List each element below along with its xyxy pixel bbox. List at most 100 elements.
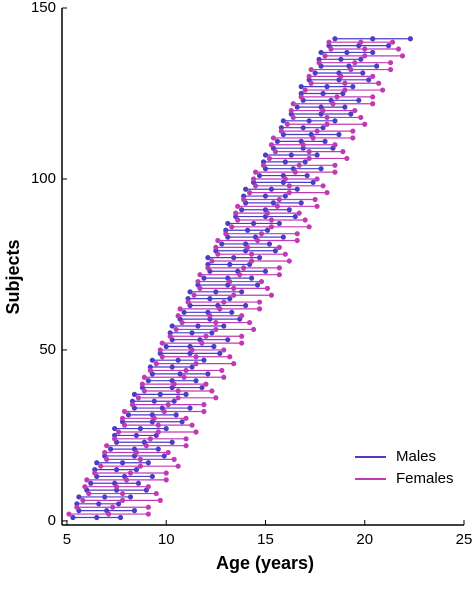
- visit-point: [153, 490, 159, 497]
- visit-point: [258, 231, 265, 237]
- visit-point: [221, 299, 227, 305]
- visit-point: [330, 101, 336, 107]
- visit-point: [197, 272, 203, 278]
- visit-point: [250, 326, 257, 333]
- visit-point: [115, 429, 122, 435]
- visit-point: [342, 104, 348, 110]
- visit-point: [153, 361, 159, 367]
- visit-point: [205, 371, 211, 377]
- visit-point: [262, 152, 269, 158]
- visit-point: [213, 244, 219, 250]
- visit-point: [300, 125, 306, 131]
- visit-point: [310, 135, 316, 141]
- visit-point: [320, 107, 326, 114]
- visit-point: [80, 497, 86, 503]
- visit-point: [306, 73, 312, 79]
- visit-point: [387, 60, 394, 66]
- visit-point: [66, 511, 72, 517]
- visit-point: [133, 432, 140, 439]
- visit-point: [209, 330, 215, 336]
- visit-point: [193, 361, 199, 367]
- visit-point: [294, 237, 300, 244]
- visit-point: [157, 497, 163, 503]
- visit-point: [407, 36, 413, 42]
- visit-point: [300, 142, 306, 148]
- visit-point: [256, 299, 263, 305]
- visit-point: [286, 207, 292, 213]
- visit-point: [139, 381, 145, 387]
- visit-point: [215, 237, 221, 244]
- visit-point: [119, 415, 126, 421]
- visit-point: [332, 142, 338, 148]
- visit-point: [86, 490, 92, 497]
- visit-point: [110, 504, 116, 510]
- visit-point: [115, 501, 122, 507]
- visit-point: [302, 159, 308, 165]
- visit-point: [350, 84, 356, 90]
- visit-point: [254, 282, 261, 288]
- visit-point: [189, 422, 195, 428]
- visit-point: [123, 477, 130, 483]
- visit-point: [137, 425, 144, 432]
- legend-label: Males: [396, 448, 436, 465]
- visit-point: [213, 326, 219, 333]
- visit-point: [163, 425, 169, 432]
- visit-point: [338, 73, 344, 79]
- visit-point: [219, 241, 225, 247]
- visit-point: [183, 415, 189, 421]
- visit-point: [266, 241, 273, 247]
- visit-point: [385, 43, 392, 49]
- visit-point: [175, 357, 181, 363]
- visit-point: [350, 135, 356, 141]
- visit-point: [193, 354, 199, 360]
- visit-point: [199, 340, 205, 346]
- visit-point: [237, 272, 243, 278]
- visit-point: [171, 381, 177, 387]
- visit-point: [239, 340, 245, 346]
- visit-point: [149, 357, 155, 363]
- visit-point: [117, 514, 124, 521]
- visit-point: [145, 484, 151, 490]
- visit-point: [231, 285, 237, 291]
- visit-point: [342, 87, 348, 93]
- visit-point: [286, 258, 292, 264]
- visit-point: [243, 186, 249, 192]
- visit-point: [169, 364, 175, 370]
- visit-point: [318, 166, 324, 172]
- visit-point: [102, 449, 108, 456]
- visit-point: [125, 412, 132, 418]
- visit-point: [370, 49, 376, 56]
- visit-point: [276, 265, 282, 271]
- visit-point: [189, 330, 195, 336]
- visit-point: [322, 138, 328, 144]
- x-tick-label: 15: [257, 531, 274, 548]
- visit-point: [209, 258, 215, 264]
- visit-point: [113, 467, 120, 473]
- visit-point: [241, 265, 247, 271]
- visit-point: [294, 104, 300, 110]
- visit-point: [215, 251, 221, 257]
- visit-point: [298, 94, 304, 100]
- visit-point: [239, 289, 245, 295]
- visit-point: [376, 80, 382, 86]
- visit-point: [225, 337, 231, 343]
- x-axis-label: Age (years): [216, 553, 314, 573]
- x-tick-label: 20: [356, 531, 373, 548]
- visit-point: [113, 484, 120, 490]
- visit-point: [175, 395, 181, 401]
- visit-point: [135, 395, 142, 401]
- visit-point: [239, 313, 245, 319]
- visit-point: [262, 193, 269, 199]
- visit-point: [185, 299, 191, 305]
- visit-point: [201, 357, 207, 363]
- visit-point: [82, 484, 88, 490]
- visit-point: [147, 436, 153, 442]
- visit-point: [131, 391, 138, 397]
- visit-point: [133, 449, 140, 456]
- visit-point: [306, 149, 312, 155]
- visit-point: [274, 203, 280, 209]
- visit-point: [227, 354, 233, 360]
- visit-point: [247, 190, 253, 196]
- visit-point: [127, 494, 134, 500]
- visit-point: [308, 80, 314, 86]
